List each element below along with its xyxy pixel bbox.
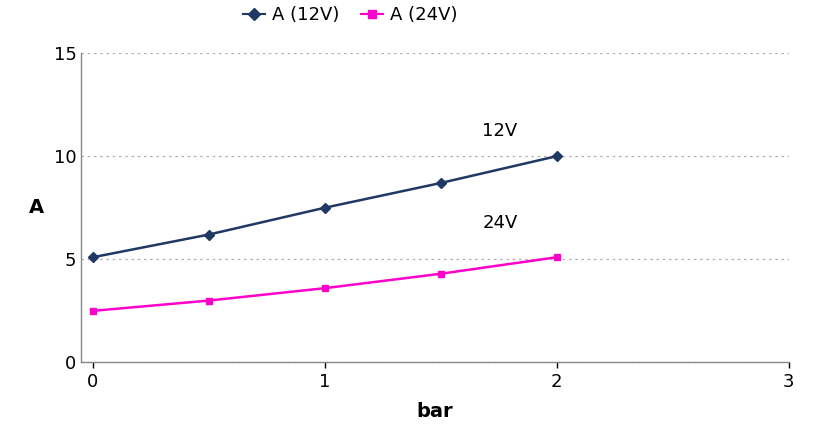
X-axis label: bar: bar <box>416 402 454 421</box>
A (12V) <box>204 232 214 237</box>
A (12V) <box>552 153 562 159</box>
A (24V) <box>88 308 98 313</box>
Text: 24V: 24V <box>482 214 518 232</box>
Y-axis label: A: A <box>29 198 45 217</box>
Line: A (12V): A (12V) <box>89 152 560 261</box>
A (12V) <box>88 255 98 260</box>
A (24V) <box>552 255 562 260</box>
A (24V) <box>204 298 214 303</box>
A (24V) <box>320 286 330 291</box>
Legend: A (12V), A (24V): A (12V), A (24V) <box>243 6 457 24</box>
Line: A (24V): A (24V) <box>89 254 560 314</box>
A (12V) <box>320 205 330 210</box>
Text: 12V: 12V <box>482 122 518 140</box>
A (24V) <box>436 271 446 276</box>
A (12V) <box>436 180 446 186</box>
